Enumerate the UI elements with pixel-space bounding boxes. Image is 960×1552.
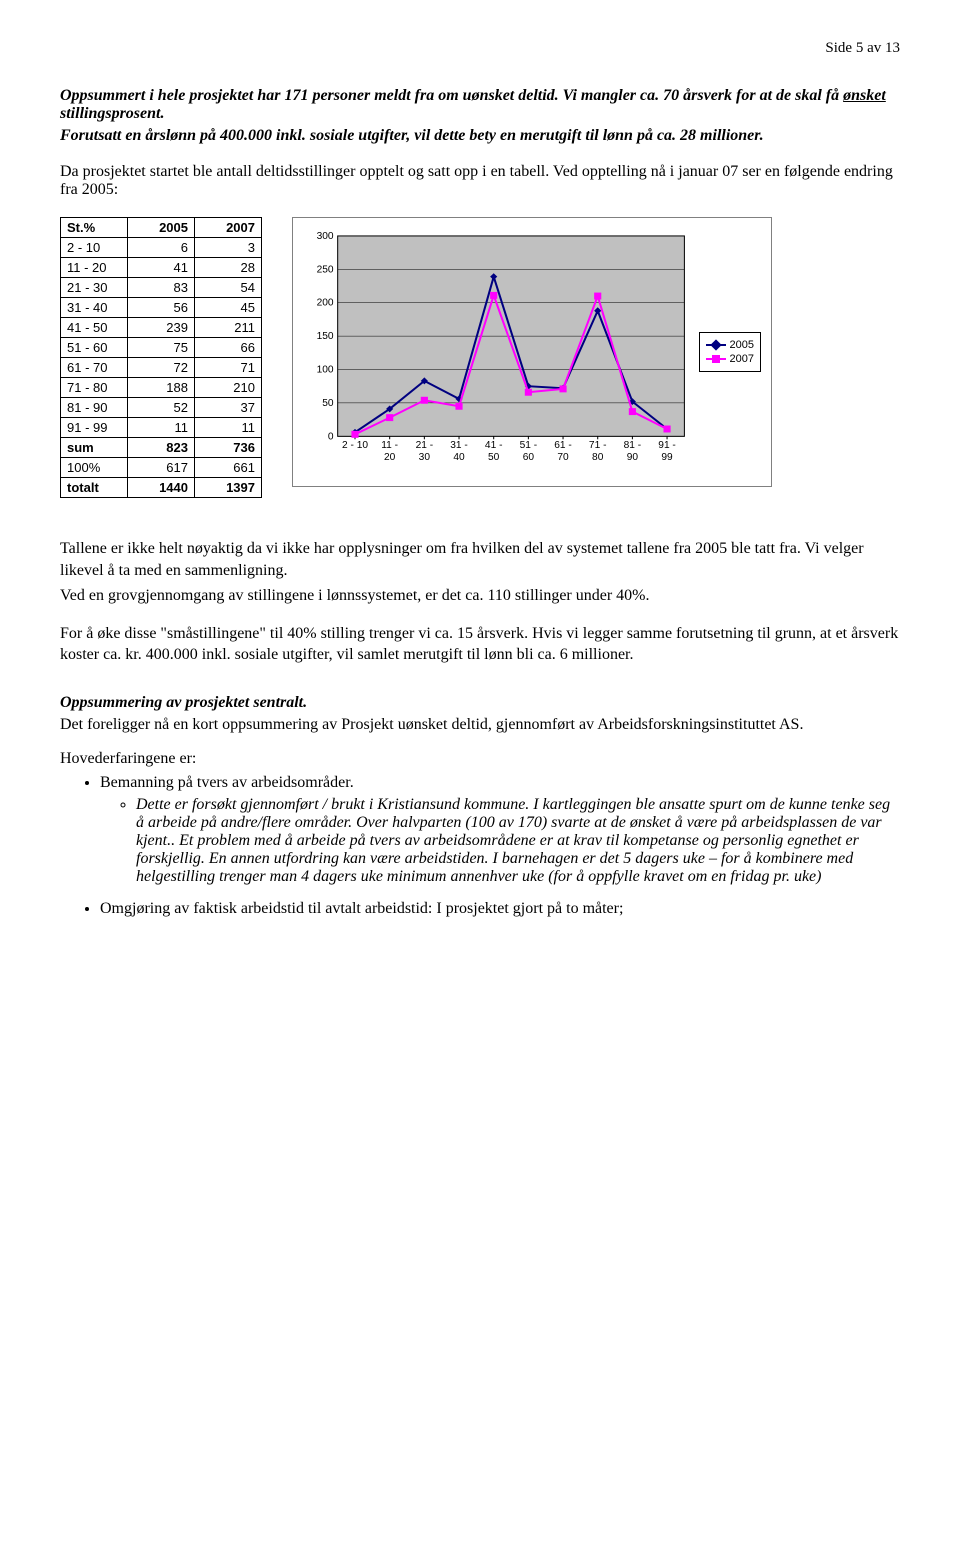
svg-text:40: 40 — [453, 452, 465, 463]
table-row-a: 75 — [128, 338, 195, 358]
svg-text:2 - 10: 2 - 10 — [342, 440, 368, 451]
th-stpct: St.% — [61, 218, 128, 238]
section2-title: Oppsummering av prosjektet sentralt. — [60, 694, 900, 712]
table-row-b: 211 — [195, 318, 262, 338]
section2-list-intro: Hovederfaringene er: — [60, 750, 900, 768]
bullet-list: Bemanning på tvers av arbeidsområder. De… — [60, 774, 900, 886]
table-row-a: 56 — [128, 298, 195, 318]
svg-text:41 -: 41 - — [485, 440, 503, 451]
sum-label: sum — [61, 438, 128, 458]
svg-text:51 -: 51 - — [520, 440, 538, 451]
legend-item: 2007 — [706, 353, 754, 365]
svg-text:99: 99 — [661, 452, 673, 463]
bullet-1-sub: Dette er forsøkt gjennomført / brukt i K… — [136, 796, 900, 886]
intro-block: Oppsummert i hele prosjektet har 171 per… — [60, 87, 900, 145]
svg-text:20: 20 — [384, 452, 396, 463]
chart-container: 0 50 100 150 200 250 300 2 - 10 11 -20 21 -30 31 -… — [292, 217, 772, 487]
svg-text:60: 60 — [523, 452, 535, 463]
svg-text:200: 200 — [317, 298, 334, 309]
table-row-b: 210 — [195, 378, 262, 398]
table-row-label: 71 - 80 — [61, 378, 128, 398]
table-row-a: 41 — [128, 258, 195, 278]
p100-b: 661 — [195, 458, 262, 478]
svg-text:81 -: 81 - — [624, 440, 642, 451]
table-row-a: 6 — [128, 238, 195, 258]
table-row-a: 52 — [128, 398, 195, 418]
intro-line2: Forutsatt en årslønn på 400.000 inkl. so… — [60, 127, 900, 145]
table-row-a: 72 — [128, 358, 195, 378]
section2-intro: Det foreligger nå en kort oppsummering a… — [60, 716, 900, 734]
body-text: Tallene er ikke helt nøyaktig da vi ikke… — [60, 538, 900, 666]
table-row-b: 37 — [195, 398, 262, 418]
legend-item: 2005 — [706, 339, 754, 351]
table-row-b: 3 — [195, 238, 262, 258]
body-p1: Tallene er ikke helt nøyaktig da vi ikke… — [60, 538, 900, 581]
total-a: 1440 — [128, 478, 195, 498]
svg-text:91 -: 91 - — [658, 440, 676, 451]
bullet-list-2: Omgjøring av faktisk arbeidstid til avta… — [60, 900, 900, 918]
table-row-b: 71 — [195, 358, 262, 378]
svg-text:71 -: 71 - — [589, 440, 607, 451]
intro-underlined: ønsket — [843, 87, 886, 104]
table-row-a: 83 — [128, 278, 195, 298]
bullet-1: Bemanning på tvers av arbeidsområder. — [100, 774, 354, 791]
svg-text:11 -: 11 - — [381, 440, 398, 451]
svg-text:61 -: 61 - — [554, 440, 572, 451]
svg-text:31 -: 31 - — [450, 440, 468, 451]
body-p3: For å øke disse "småstillingene" til 40%… — [60, 623, 900, 666]
data-table: St.% 2005 2007 2 - 1063 11 - 204128 21 - 3… — [60, 217, 262, 498]
table-row-label: 61 - 70 — [61, 358, 128, 378]
svg-text:300: 300 — [317, 231, 334, 242]
p100-label: 100% — [61, 458, 128, 478]
table-row-label: 81 - 90 — [61, 398, 128, 418]
table-row-label: 2 - 10 — [61, 238, 128, 258]
svg-text:250: 250 — [317, 264, 334, 275]
chart-legend: 2005 2007 — [699, 332, 761, 372]
table-row-label: 31 - 40 — [61, 298, 128, 318]
page-number: Side 5 av 13 — [60, 40, 900, 57]
table-row-label: 51 - 60 — [61, 338, 128, 358]
para-before-table: Da prosjektet startet ble antall deltids… — [60, 163, 900, 199]
table-row-label: 11 - 20 — [61, 258, 128, 278]
table-row-label: 91 - 99 — [61, 418, 128, 438]
svg-text:30: 30 — [419, 452, 431, 463]
svg-text:90: 90 — [627, 452, 639, 463]
svg-text:80: 80 — [592, 452, 604, 463]
table-chart-row: St.% 2005 2007 2 - 106311 - 20412821 - 3… — [60, 217, 900, 498]
p100-a: 617 — [128, 458, 195, 478]
sum-a: 823 — [128, 438, 195, 458]
table-row-b: 66 — [195, 338, 262, 358]
svg-text:50: 50 — [322, 398, 334, 409]
table-row-b: 11 — [195, 418, 262, 438]
sum-b: 736 — [195, 438, 262, 458]
total-label: totalt — [61, 478, 128, 498]
body-p2: Ved en grovgjennomgang av stillingene i … — [60, 585, 900, 607]
table-row-a: 188 — [128, 378, 195, 398]
total-b: 1397 — [195, 478, 262, 498]
table-row-a: 11 — [128, 418, 195, 438]
line-chart: 0 50 100 150 200 250 300 2 - 10 11 -20 21 -30 31 -… — [303, 228, 691, 476]
svg-text:21 -: 21 - — [416, 440, 434, 451]
svg-text:70: 70 — [557, 452, 569, 463]
table-row-a: 239 — [128, 318, 195, 338]
svg-text:100: 100 — [317, 365, 334, 376]
intro-line1a: Oppsummert i hele prosjektet har 171 per… — [60, 87, 843, 104]
th-2005: 2005 — [128, 218, 195, 238]
table-row-label: 41 - 50 — [61, 318, 128, 338]
intro-line1b: stillingsprosent. — [60, 105, 164, 122]
svg-text:150: 150 — [317, 331, 334, 342]
th-2007: 2007 — [195, 218, 262, 238]
svg-text:0: 0 — [328, 431, 334, 442]
table-row-b: 45 — [195, 298, 262, 318]
bullet-2: Omgjøring av faktisk arbeidstid til avta… — [100, 900, 900, 918]
svg-text:50: 50 — [488, 452, 500, 463]
table-row-label: 21 - 30 — [61, 278, 128, 298]
table-row-b: 54 — [195, 278, 262, 298]
table-row-b: 28 — [195, 258, 262, 278]
